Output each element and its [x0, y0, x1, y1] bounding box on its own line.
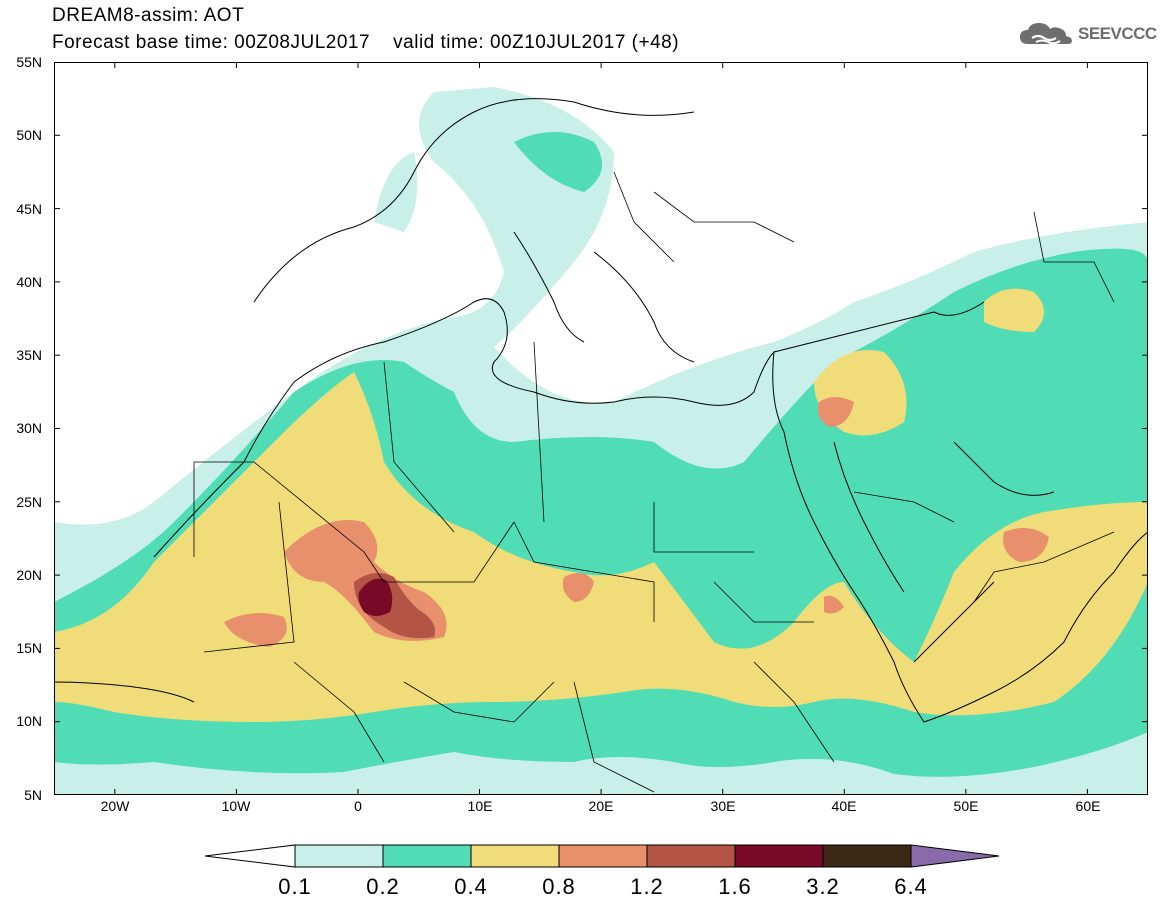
lat-label: 35N — [16, 347, 42, 363]
colorbar-bin — [382, 844, 472, 868]
colorbar-level: 6.4 — [894, 874, 928, 899]
colorbar-bin — [558, 844, 648, 868]
colorbar-bin — [470, 844, 560, 868]
lon-label: 20W — [100, 798, 130, 814]
seevccc-logo: SEEVCCC — [1018, 20, 1157, 48]
lon-label: 30E — [710, 798, 736, 814]
aot-map — [54, 62, 1148, 795]
lon-label: 40E — [831, 798, 857, 814]
lat-label: 50N — [16, 127, 42, 143]
colorbar-level: 3.2 — [806, 874, 840, 899]
lat-label: 40N — [16, 274, 42, 290]
coastlines — [54, 98, 1148, 723]
country-borders — [193, 171, 1115, 793]
lon-label: 20E — [588, 798, 614, 814]
lon-label: 10E — [467, 798, 493, 814]
lon-label: 0 — [354, 798, 362, 814]
lat-label: 45N — [16, 201, 42, 217]
lat-label: 15N — [16, 640, 42, 656]
lat-label: 55N — [16, 54, 42, 70]
colorbar-level: 1.6 — [718, 874, 752, 899]
forecast-time-line: Forecast base time: 00Z08JUL2017 valid t… — [52, 32, 680, 53]
map-title: DREAM8-assim: AOT — [52, 5, 245, 26]
lon-label: 50E — [953, 798, 979, 814]
cloud-logo-icon — [1020, 23, 1072, 45]
lon-label: 60E — [1075, 798, 1101, 814]
colorbar-level: 0.2 — [366, 874, 400, 899]
logo-text: SEEVCCC — [1078, 24, 1157, 43]
colorbar-over-arrow — [910, 844, 1000, 868]
lat-label: 10N — [16, 713, 42, 729]
colorbar-level: 0.1 — [278, 874, 312, 899]
aot-contour-1.6 — [358, 578, 393, 616]
colorbar-level: 1.2 — [630, 874, 664, 899]
aot-contour-0.4 — [54, 288, 1148, 722]
colorbar-under-arrow — [205, 844, 296, 868]
lat-label: 30N — [16, 420, 42, 436]
colorbar-bin — [822, 844, 912, 868]
colorbar-bin — [734, 844, 824, 868]
colorbar-level: 0.4 — [454, 874, 488, 899]
lat-label: 20N — [16, 567, 42, 583]
axis-ticks — [54, 62, 1148, 795]
lon-label: 10W — [221, 798, 251, 814]
colorbar-bin — [646, 844, 736, 868]
lat-label: 25N — [16, 494, 42, 510]
lat-label: 5N — [24, 787, 42, 803]
colorbar-level: 0.8 — [542, 874, 576, 899]
colorbar — [205, 844, 1000, 868]
colorbar-bin — [294, 844, 384, 868]
